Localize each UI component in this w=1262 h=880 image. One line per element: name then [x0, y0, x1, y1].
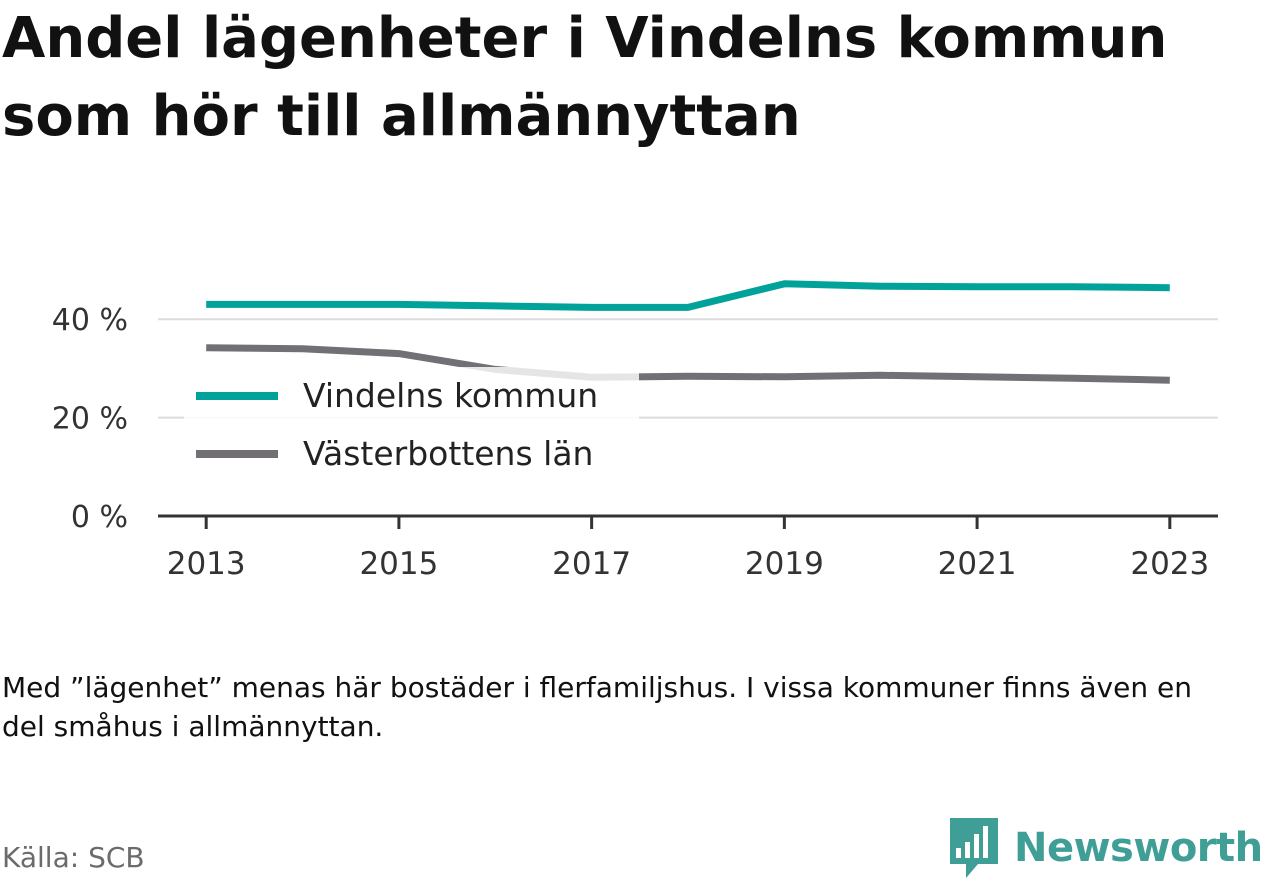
x-tick-label: 2021: [938, 546, 1017, 582]
source-label: Källa: SCB: [2, 841, 145, 874]
legend-label: Vindelns kommun: [303, 376, 598, 415]
series-line-vindeln: [206, 280, 1170, 311]
x-tick-label: 2019: [745, 546, 824, 582]
x-tick-label: 2013: [167, 546, 246, 582]
brand-logo: Newsworthy: [948, 816, 1262, 880]
brand-name: Newsworthy: [1014, 825, 1262, 871]
newsworthy-logo-icon: [950, 818, 998, 878]
y-tick-label: 20 %: [52, 402, 128, 437]
legend: Vindelns kommun Västerbottens län: [184, 367, 639, 483]
y-tick-label: 0 %: [71, 500, 128, 535]
chart-title: Andel lägenheter i Vindelns kommun som h…: [2, 6, 1168, 149]
y-tick-label: 40 %: [52, 303, 128, 338]
x-tick-label: 2015: [359, 546, 438, 582]
series-lines: [206, 280, 1170, 384]
legend-label: Västerbottens län: [303, 434, 593, 473]
chart-note: Med ”lägenhet” menas här bostäder i fler…: [2, 671, 1192, 743]
legend-background: [184, 367, 639, 483]
x-tick-label: 2017: [552, 546, 631, 582]
x-tick-label: 2023: [1130, 546, 1209, 582]
axes: 0 % 20 % 40 % 2013 2015 2017 2019 2021 2023: [52, 303, 1218, 582]
series-line-vasterbotten: [206, 344, 1170, 384]
